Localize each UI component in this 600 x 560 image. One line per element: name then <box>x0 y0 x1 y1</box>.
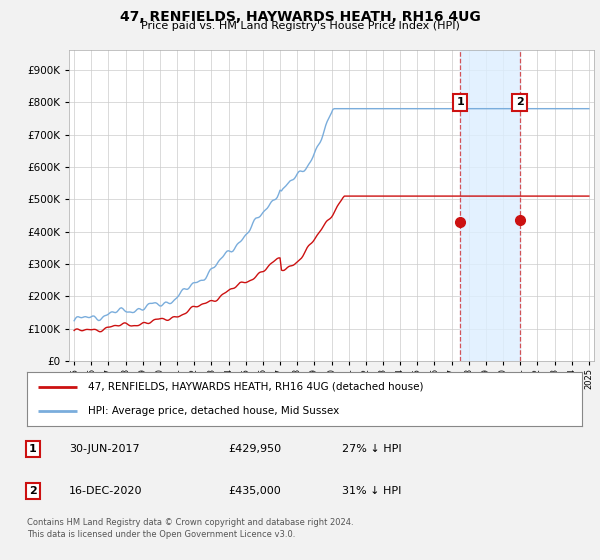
Text: 47, RENFIELDS, HAYWARDS HEATH, RH16 4UG: 47, RENFIELDS, HAYWARDS HEATH, RH16 4UG <box>119 10 481 24</box>
Text: 31% ↓ HPI: 31% ↓ HPI <box>342 486 401 496</box>
Text: 2: 2 <box>29 486 37 496</box>
Bar <box>460 50 520 361</box>
Text: 1: 1 <box>457 97 464 107</box>
Text: 1: 1 <box>29 444 37 454</box>
Text: Contains HM Land Registry data © Crown copyright and database right 2024.
This d: Contains HM Land Registry data © Crown c… <box>27 518 353 539</box>
Text: Price paid vs. HM Land Registry's House Price Index (HPI): Price paid vs. HM Land Registry's House … <box>140 21 460 31</box>
Text: £429,950: £429,950 <box>228 444 281 454</box>
Text: 30-JUN-2017: 30-JUN-2017 <box>69 444 140 454</box>
Text: 47, RENFIELDS, HAYWARDS HEATH, RH16 4UG (detached house): 47, RENFIELDS, HAYWARDS HEATH, RH16 4UG … <box>88 382 424 392</box>
Text: 27% ↓ HPI: 27% ↓ HPI <box>342 444 401 454</box>
Text: £435,000: £435,000 <box>228 486 281 496</box>
Text: HPI: Average price, detached house, Mid Sussex: HPI: Average price, detached house, Mid … <box>88 406 340 416</box>
Text: 2: 2 <box>515 97 523 107</box>
Text: 16-DEC-2020: 16-DEC-2020 <box>69 486 143 496</box>
